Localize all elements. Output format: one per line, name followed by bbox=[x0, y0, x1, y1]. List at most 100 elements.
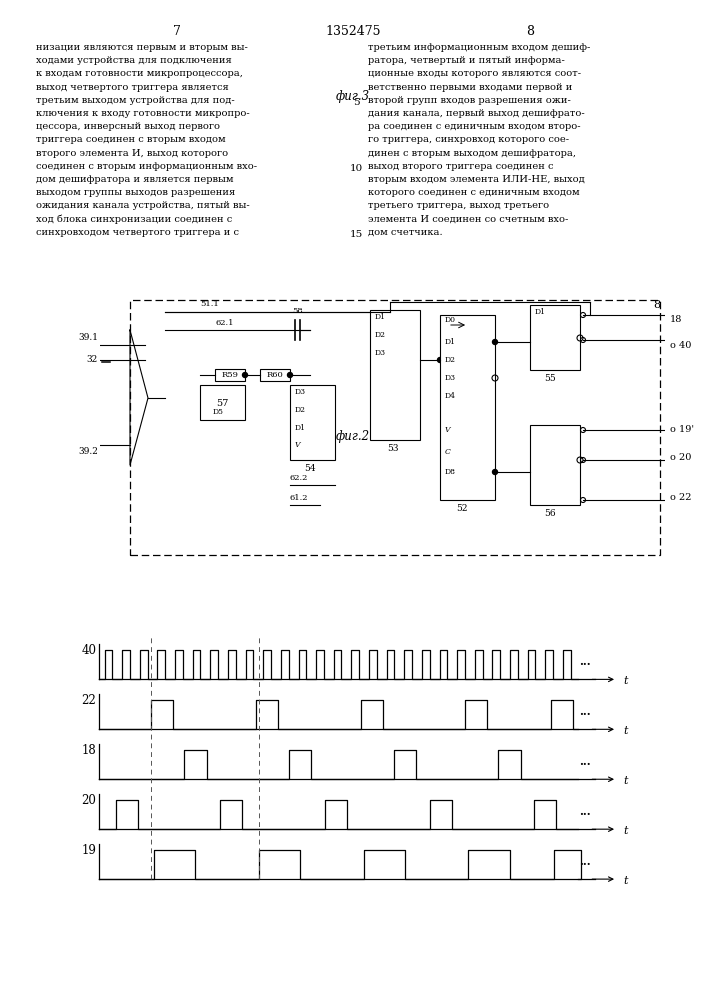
Text: 51.1: 51.1 bbox=[200, 300, 218, 308]
Text: ход блока синхронизации соединен с: ход блока синхронизации соединен с bbox=[36, 215, 233, 224]
Text: 1352475: 1352475 bbox=[325, 25, 381, 38]
Text: выход четвертого триггера является: выход четвертого триггера является bbox=[36, 83, 229, 92]
Text: динен с вторым выходом дешифратора,: динен с вторым выходом дешифратора, bbox=[368, 149, 576, 158]
Text: D3: D3 bbox=[445, 374, 456, 382]
Text: ходами устройства для подключения: ходами устройства для подключения bbox=[36, 56, 232, 65]
Circle shape bbox=[438, 357, 443, 362]
Text: D1: D1 bbox=[445, 338, 456, 346]
Text: о 20: о 20 bbox=[670, 454, 691, 462]
Text: третьим информационным входом дешиф-: третьим информационным входом дешиф- bbox=[368, 43, 590, 52]
Text: 8: 8 bbox=[526, 25, 534, 38]
Text: t: t bbox=[624, 776, 628, 786]
Text: 58: 58 bbox=[292, 307, 303, 315]
Text: выходом группы выходов разрешения: выходом группы выходов разрешения bbox=[36, 188, 235, 197]
Text: триггера соединен с вторым входом: триггера соединен с вторым входом bbox=[36, 135, 226, 144]
Text: дания канала, первый выход дешифрато-: дания канала, первый выход дешифрато- bbox=[368, 109, 585, 118]
Text: 55: 55 bbox=[544, 374, 556, 383]
Text: C: C bbox=[445, 448, 451, 456]
Text: 22: 22 bbox=[81, 694, 96, 707]
Text: 18: 18 bbox=[81, 744, 96, 757]
Text: синхровходом четвертого триггера и с: синхровходом четвертого триггера и с bbox=[36, 228, 239, 237]
Text: дом дешифратора и является первым: дом дешифратора и является первым bbox=[36, 175, 233, 184]
Text: D4: D4 bbox=[445, 392, 456, 400]
Text: ветственно первыми входами первой и: ветственно первыми входами первой и bbox=[368, 83, 573, 92]
Text: D0: D0 bbox=[445, 316, 456, 324]
Text: третьего триггера, выход третьего: третьего триггера, выход третьего bbox=[368, 201, 549, 210]
Text: элемента И соединен со счетным вхо-: элемента И соединен со счетным вхо- bbox=[368, 215, 568, 224]
Text: ратора, четвертый и пятый информа-: ратора, четвертый и пятый информа- bbox=[368, 56, 565, 65]
Bar bbox=[370, 310, 420, 440]
Text: соединен с вторым информационным вхо-: соединен с вторым информационным вхо- bbox=[36, 162, 257, 171]
Circle shape bbox=[288, 372, 293, 377]
Text: 54: 54 bbox=[304, 464, 316, 473]
Text: 15: 15 bbox=[349, 230, 363, 239]
Circle shape bbox=[243, 372, 247, 377]
Text: ...: ... bbox=[580, 806, 591, 817]
Text: 53: 53 bbox=[387, 444, 399, 453]
Text: 57: 57 bbox=[216, 398, 228, 408]
Text: которого соединен с единичным входом: которого соединен с единичным входом bbox=[368, 188, 580, 197]
Text: 39.2: 39.2 bbox=[78, 448, 98, 456]
Text: второй групп входов разрешения ожи-: второй групп входов разрешения ожи- bbox=[368, 96, 571, 105]
Text: 62.1: 62.1 bbox=[215, 319, 233, 327]
Text: ра соединен с единичным входом второ-: ра соединен с единичным входом второ- bbox=[368, 122, 580, 131]
Bar bbox=[530, 305, 580, 370]
Text: о 22: о 22 bbox=[670, 492, 691, 502]
Text: к входам готовности микропроцессора,: к входам готовности микропроцессора, bbox=[36, 69, 243, 78]
Text: t: t bbox=[624, 726, 628, 736]
Text: D1: D1 bbox=[535, 308, 546, 316]
Bar bbox=[200, 385, 245, 420]
Text: t: t bbox=[624, 876, 628, 886]
Text: 32: 32 bbox=[87, 355, 98, 364]
Text: D5: D5 bbox=[213, 408, 223, 416]
Text: цессора, инверсный выход первого: цессора, инверсный выход первого bbox=[36, 122, 220, 131]
Bar bbox=[260, 369, 290, 381]
Text: 5: 5 bbox=[353, 98, 359, 107]
Text: V: V bbox=[295, 441, 300, 449]
Text: 39.1: 39.1 bbox=[78, 333, 98, 342]
Text: о 19': о 19' bbox=[670, 426, 694, 434]
Text: 61.2: 61.2 bbox=[290, 494, 308, 502]
Text: D3: D3 bbox=[375, 349, 386, 357]
Text: R59: R59 bbox=[221, 371, 238, 379]
Text: ...: ... bbox=[580, 706, 591, 717]
Text: D3: D3 bbox=[295, 388, 306, 396]
Bar bbox=[440, 315, 495, 500]
Text: ключения к входу готовности микропро-: ключения к входу готовности микропро- bbox=[36, 109, 250, 118]
Text: V: V bbox=[445, 426, 450, 434]
Bar bbox=[530, 425, 580, 505]
Text: фиг.2: фиг.2 bbox=[336, 430, 370, 443]
Text: D2: D2 bbox=[375, 331, 386, 339]
Text: 20: 20 bbox=[81, 794, 96, 807]
Bar bbox=[215, 369, 245, 381]
Circle shape bbox=[493, 339, 498, 344]
Text: 8: 8 bbox=[653, 300, 660, 310]
Text: 10: 10 bbox=[349, 164, 363, 173]
Text: R60: R60 bbox=[267, 371, 284, 379]
Text: о 40: о 40 bbox=[670, 340, 691, 350]
Text: го триггера, синхровход которого сое-: го триггера, синхровход которого сое- bbox=[368, 135, 569, 144]
Text: ожидания канала устройства, пятый вы-: ожидания канала устройства, пятый вы- bbox=[36, 201, 250, 210]
Text: ...: ... bbox=[580, 856, 591, 867]
Text: 7: 7 bbox=[173, 25, 181, 38]
Text: ...: ... bbox=[580, 756, 591, 767]
Text: второго элемента И, выход которого: второго элемента И, выход которого bbox=[36, 149, 228, 158]
Text: D8: D8 bbox=[445, 468, 456, 476]
Text: D1: D1 bbox=[295, 424, 306, 432]
Bar bbox=[290, 385, 335, 460]
Text: фиг.3: фиг.3 bbox=[336, 90, 370, 103]
Text: 62.2: 62.2 bbox=[290, 474, 308, 482]
Text: дом счетчика.: дом счетчика. bbox=[368, 228, 443, 237]
Text: 18: 18 bbox=[670, 316, 682, 324]
Text: 56: 56 bbox=[544, 509, 556, 518]
Text: D1: D1 bbox=[375, 313, 386, 321]
Text: низации являются первым и вторым вы-: низации являются первым и вторым вы- bbox=[36, 43, 248, 52]
Text: ционные входы которого являются соот-: ционные входы которого являются соот- bbox=[368, 69, 581, 78]
Text: D2: D2 bbox=[295, 406, 306, 414]
Text: t: t bbox=[624, 676, 628, 686]
Circle shape bbox=[493, 470, 498, 475]
Text: D2: D2 bbox=[445, 356, 456, 364]
Text: 40: 40 bbox=[81, 644, 96, 657]
Text: 52: 52 bbox=[456, 504, 468, 513]
Text: t: t bbox=[624, 826, 628, 836]
